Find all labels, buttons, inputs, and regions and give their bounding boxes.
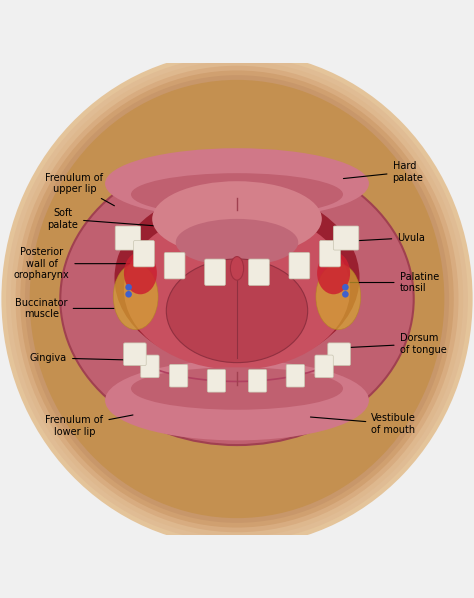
- Ellipse shape: [16, 66, 458, 532]
- FancyBboxPatch shape: [207, 370, 226, 392]
- FancyBboxPatch shape: [169, 364, 188, 387]
- FancyBboxPatch shape: [319, 240, 340, 267]
- Ellipse shape: [131, 367, 343, 410]
- Ellipse shape: [60, 153, 414, 445]
- Text: Uvula: Uvula: [327, 233, 425, 243]
- Text: Vestibule
of mouth: Vestibule of mouth: [310, 413, 416, 435]
- FancyBboxPatch shape: [115, 226, 141, 250]
- Text: Posterior
wall of
oropharynx: Posterior wall of oropharynx: [14, 247, 140, 280]
- FancyBboxPatch shape: [134, 240, 155, 267]
- Ellipse shape: [105, 360, 369, 440]
- Ellipse shape: [166, 259, 308, 362]
- FancyBboxPatch shape: [164, 252, 185, 279]
- Ellipse shape: [124, 252, 157, 294]
- Ellipse shape: [30, 80, 444, 518]
- Text: Gingiva: Gingiva: [30, 353, 137, 363]
- Text: Dorsum
of tongue: Dorsum of tongue: [332, 333, 447, 355]
- Ellipse shape: [25, 75, 449, 523]
- FancyBboxPatch shape: [289, 252, 310, 279]
- FancyBboxPatch shape: [248, 259, 269, 285]
- FancyBboxPatch shape: [205, 259, 226, 285]
- FancyBboxPatch shape: [333, 226, 359, 250]
- Ellipse shape: [131, 173, 343, 216]
- FancyBboxPatch shape: [328, 343, 350, 365]
- FancyBboxPatch shape: [248, 370, 267, 392]
- Text: Soft
palate: Soft palate: [47, 208, 154, 230]
- Ellipse shape: [105, 148, 369, 219]
- Text: Frenulum of
upper lip: Frenulum of upper lip: [46, 173, 114, 206]
- FancyBboxPatch shape: [286, 364, 305, 387]
- Ellipse shape: [113, 264, 158, 329]
- Circle shape: [125, 291, 132, 298]
- Ellipse shape: [176, 219, 298, 266]
- Ellipse shape: [152, 181, 322, 257]
- FancyBboxPatch shape: [315, 355, 333, 378]
- Ellipse shape: [316, 264, 361, 329]
- Ellipse shape: [11, 61, 463, 537]
- Ellipse shape: [20, 71, 454, 527]
- Ellipse shape: [317, 252, 350, 294]
- Text: Hard
palate: Hard palate: [344, 161, 423, 182]
- Ellipse shape: [1, 51, 473, 547]
- Circle shape: [342, 291, 349, 298]
- FancyBboxPatch shape: [124, 343, 146, 365]
- Text: Palatine
tonsil: Palatine tonsil: [344, 271, 439, 293]
- Text: Buccinator
muscle: Buccinator muscle: [15, 298, 114, 319]
- Circle shape: [342, 284, 349, 291]
- FancyBboxPatch shape: [141, 355, 159, 378]
- Ellipse shape: [115, 188, 359, 367]
- Circle shape: [125, 284, 132, 291]
- Ellipse shape: [230, 257, 244, 280]
- Text: Frenulum of
lower lip: Frenulum of lower lip: [46, 415, 133, 437]
- Ellipse shape: [124, 209, 350, 370]
- Ellipse shape: [6, 56, 468, 542]
